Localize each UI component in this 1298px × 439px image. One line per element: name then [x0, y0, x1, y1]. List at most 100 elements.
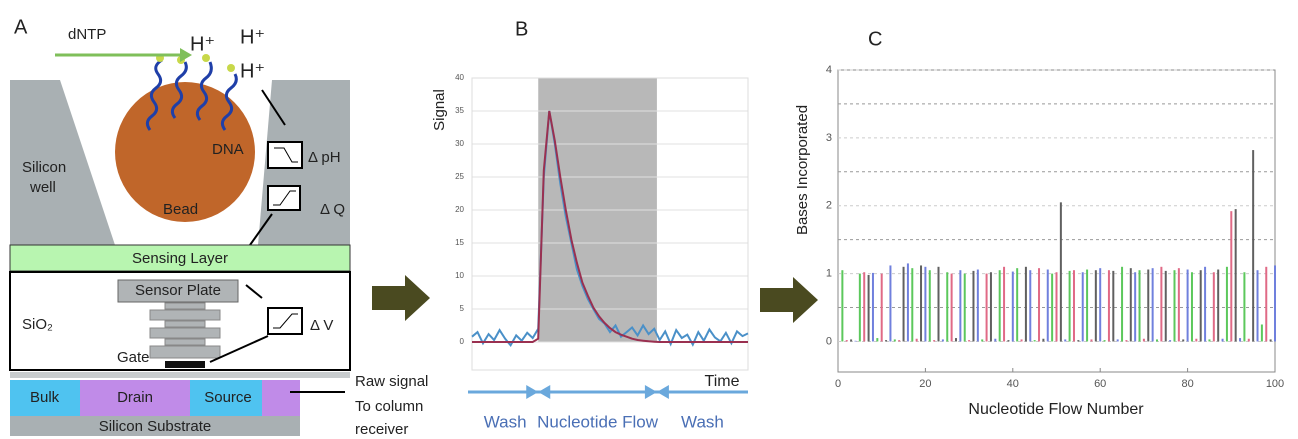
bar — [1142, 338, 1145, 342]
signal-line — [471, 110, 749, 348]
bar — [1112, 270, 1115, 342]
bar — [841, 270, 844, 342]
bar — [937, 266, 940, 342]
bar — [1051, 273, 1054, 342]
bar — [1217, 269, 1220, 342]
ph-glyph — [274, 147, 298, 163]
x-tick-label: 60 — [1094, 378, 1106, 390]
bar — [1195, 338, 1198, 342]
source-label: Source — [204, 389, 252, 406]
bar — [1221, 338, 1224, 342]
bar — [946, 272, 949, 342]
bar — [1164, 270, 1167, 342]
phase-arrowhead — [526, 385, 539, 399]
dna-label: DNA — [212, 141, 244, 158]
bar — [885, 340, 888, 342]
bar — [1151, 268, 1154, 342]
dna-tips — [156, 54, 235, 72]
bar — [1260, 324, 1263, 342]
drain-label: Drain — [117, 389, 153, 406]
bar — [998, 270, 1001, 342]
h-plus: H⁺ — [190, 33, 215, 55]
y-tick-label: 30 — [455, 139, 464, 148]
bar — [1234, 209, 1237, 342]
y-tick-label: 0 — [826, 335, 832, 347]
bar — [1121, 266, 1124, 342]
y-tick-label: 15 — [455, 238, 464, 247]
x-tick-label: 20 — [919, 378, 931, 390]
bar — [854, 340, 857, 342]
bar — [994, 338, 997, 342]
bar — [1103, 340, 1106, 342]
panel-label: B — [515, 18, 528, 40]
bar — [968, 340, 971, 342]
bar — [1125, 340, 1128, 342]
phase-arrowhead — [644, 385, 657, 399]
bar — [1007, 340, 1010, 342]
bar — [1090, 339, 1093, 342]
bar — [1147, 269, 1150, 342]
raw-signal-label: To column — [355, 398, 423, 415]
bar — [898, 340, 901, 342]
flow-arrow — [760, 277, 818, 323]
bar — [906, 263, 909, 342]
phase-label: Wash — [681, 412, 724, 431]
bar — [1156, 339, 1159, 342]
bar — [1230, 211, 1233, 342]
signal-line — [472, 110, 748, 343]
arrow — [261, 89, 286, 126]
bar — [1160, 266, 1163, 342]
bar — [1269, 339, 1272, 342]
x-axis-label: Time — [705, 373, 740, 390]
delta-v: Δ V — [310, 317, 333, 334]
y-tick-label: 35 — [455, 106, 464, 115]
bar — [1247, 338, 1250, 342]
gate-label: Gate — [117, 349, 150, 366]
bar — [1239, 338, 1242, 342]
bar — [933, 340, 936, 342]
bar — [845, 340, 848, 342]
gate-shape — [165, 361, 205, 368]
bar — [954, 338, 957, 342]
silicon-well-label: Silicon — [22, 159, 66, 176]
bar — [1212, 272, 1215, 342]
drain-region — [80, 380, 190, 416]
panel-a: A dNTP H⁺ H⁺ H⁺ Silicon well DNA Bead Δ … — [9, 16, 428, 438]
x-axis-label: Nucleotide Flow Number — [968, 401, 1144, 418]
phase-arrowhead — [538, 385, 551, 399]
bar — [1024, 266, 1027, 342]
bar — [1072, 270, 1075, 342]
bar — [924, 266, 927, 342]
sensing-layer-label: Sensing Layer — [132, 250, 228, 267]
x-tick-label: 100 — [1266, 378, 1284, 390]
flow-arrow — [372, 275, 430, 321]
bar — [858, 273, 861, 342]
bar — [981, 339, 984, 342]
bar — [1059, 202, 1062, 342]
bar — [1081, 272, 1084, 342]
bar — [1182, 339, 1185, 342]
bar — [876, 338, 879, 342]
bar — [1134, 272, 1137, 342]
y-tick-label: 5 — [460, 304, 465, 313]
substrate-label: Silicon Substrate — [99, 418, 212, 435]
bar — [1038, 268, 1041, 342]
bar — [989, 272, 992, 342]
bar — [963, 273, 966, 342]
bar — [1107, 270, 1110, 342]
bar — [1116, 339, 1119, 342]
source-end — [262, 380, 300, 416]
bar — [1204, 266, 1207, 342]
bar — [1199, 270, 1202, 342]
y-axis-label: Bases Incorporated — [794, 105, 811, 235]
bar — [1225, 266, 1228, 342]
phase-label: Nucleotide Flow — [537, 412, 659, 431]
bar — [1169, 340, 1172, 342]
bar — [941, 339, 944, 342]
bar — [1046, 269, 1049, 342]
bar — [1086, 269, 1089, 342]
bar — [1138, 270, 1141, 342]
bar — [1208, 339, 1211, 342]
dna-strands — [145, 58, 238, 131]
y-tick-label: 3 — [826, 132, 832, 144]
